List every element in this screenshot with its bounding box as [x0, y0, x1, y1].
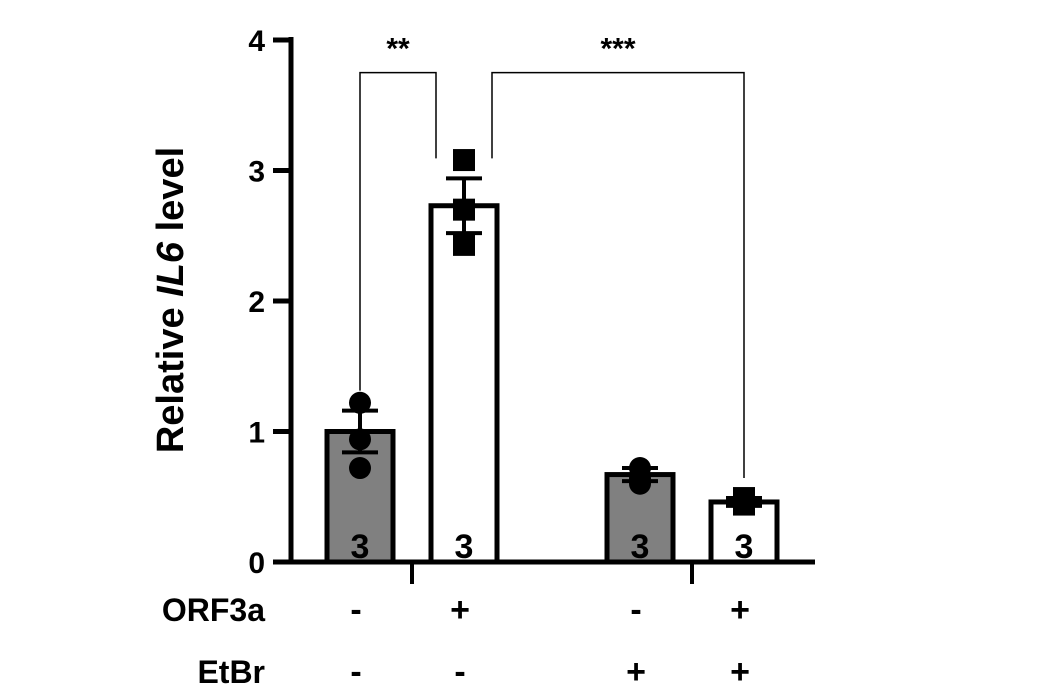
condition-row-label: EtBr — [197, 654, 265, 690]
condition-sign: + — [730, 591, 750, 629]
significance-bracket — [491, 71, 745, 479]
data-point-circle — [349, 457, 371, 480]
condition-sign: + — [450, 591, 470, 629]
y-axis-label-gene: IL6 — [150, 241, 192, 297]
n-label: 3 — [351, 528, 370, 566]
y-tick-label: 2 — [248, 286, 265, 319]
bars — [324, 203, 780, 565]
y-tick-label: 1 — [248, 417, 265, 450]
significance-label: *** — [600, 33, 635, 66]
n-label: 3 — [735, 528, 754, 566]
y-axis-label-part: Relative — [150, 297, 192, 453]
condition-sign: - — [630, 591, 641, 629]
condition-sign: - — [350, 653, 361, 691]
condition-sign: + — [730, 653, 750, 691]
condition-sign: + — [626, 653, 646, 691]
significance-label: ** — [386, 33, 410, 66]
condition-row-label: ORF3a — [162, 592, 265, 628]
data-point-square — [453, 233, 475, 256]
y-axis-label: Relative IL6 level — [150, 147, 192, 453]
n-label: 3 — [455, 528, 474, 566]
n-label: 3 — [631, 528, 650, 566]
y-axis-label-part: level — [150, 147, 192, 242]
error-bars — [342, 176, 762, 508]
condition-sign: - — [454, 653, 465, 691]
data-point-square — [453, 149, 475, 172]
data-point-circle — [629, 472, 651, 495]
bar — [428, 203, 500, 565]
significance-brackets: ** *** — [359, 33, 745, 479]
data-points — [349, 149, 755, 516]
y-tick-label: 4 — [248, 25, 265, 58]
y-tick-label: 3 — [248, 156, 265, 189]
condition-sign: - — [350, 591, 361, 629]
significance-bracket — [359, 71, 437, 391]
n-labels: 3 3 3 3 — [351, 528, 754, 566]
data-point-circle — [349, 391, 371, 414]
y-tick-label: 0 — [248, 547, 265, 580]
condition-table: ORF3a - + - + EtBr - - + + — [162, 591, 750, 691]
